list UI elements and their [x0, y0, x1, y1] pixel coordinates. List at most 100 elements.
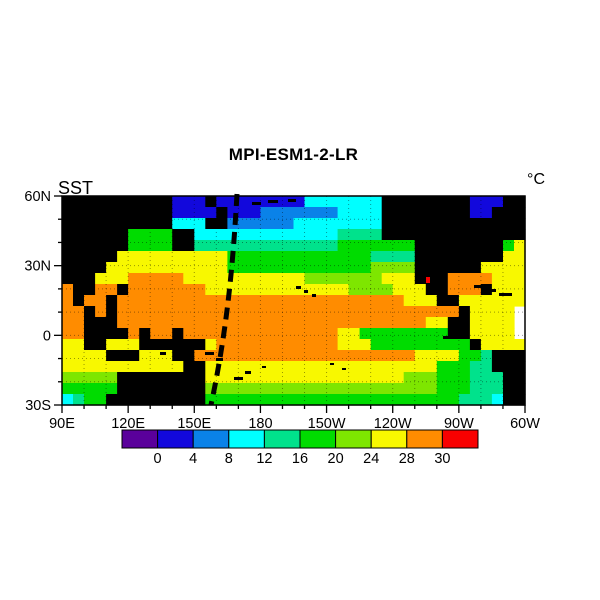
sst-cell-run — [62, 262, 107, 274]
sst-cell-run — [447, 273, 493, 285]
sst-cell-run — [337, 339, 372, 351]
sst-cell-run — [139, 328, 151, 340]
sst-cell-run — [183, 328, 339, 340]
colorbar-segment — [370, 429, 408, 449]
colorbar-tick-label: 30 — [434, 451, 450, 467]
sst-cell-run — [172, 207, 217, 219]
sst-cell-run — [469, 317, 515, 329]
sst-cell-run — [491, 394, 504, 406]
sst-cell-run — [348, 284, 394, 296]
hot-spot-mark — [426, 277, 430, 283]
sst-cell-run — [304, 273, 383, 285]
sst-cell-run — [62, 361, 184, 373]
sst-cell-run — [436, 383, 471, 395]
sst-cell-run — [194, 240, 339, 252]
sst-cell-run — [106, 295, 118, 307]
colorbar-segment — [299, 429, 337, 449]
x-tick-label: 150W — [308, 416, 346, 432]
sst-cell-run — [172, 328, 184, 340]
sst-cell-run — [392, 284, 427, 296]
sst-cell-run — [216, 196, 306, 208]
sst-cell-run — [458, 295, 526, 307]
x-tick-label: 180 — [248, 416, 272, 432]
sst-cell-run — [359, 328, 449, 340]
sst-cell-run — [227, 262, 372, 274]
sst-cell-run — [414, 262, 482, 274]
sst-cell-run — [425, 317, 449, 329]
sst-cell-run — [62, 383, 118, 395]
sst-cell-run — [128, 284, 206, 296]
sst-cell-run — [62, 251, 118, 263]
sst-cell-run — [84, 394, 107, 406]
sst-cell-run — [469, 339, 482, 351]
sst-cell-run — [95, 273, 129, 285]
sst-cell-run — [227, 207, 262, 219]
sst-cell-run — [194, 229, 339, 241]
sst-cell-run — [106, 262, 228, 274]
sst-cell-run — [414, 240, 504, 252]
colorbar-tick-label: 28 — [399, 451, 415, 467]
island-mark — [330, 363, 334, 365]
x-tick-label: 60W — [510, 416, 540, 432]
sst-cell-run — [106, 339, 140, 351]
sst-cell-run — [84, 339, 107, 351]
sst-cell-run — [447, 284, 482, 296]
y-tick-label: 30N — [24, 259, 51, 275]
sst-cell-run — [503, 251, 526, 263]
island-mark — [288, 199, 296, 202]
sst-cell-run — [293, 218, 383, 230]
sst-cell-run — [491, 284, 526, 296]
axis-ticks — [54, 195, 526, 413]
sst-cell-run — [480, 284, 493, 296]
sst-cell-run — [128, 328, 140, 340]
island-mark — [312, 294, 316, 297]
axis-labels: 90E 120E 150E 180 150W 120W 90W 60W 60N 30N 0 30S — [24, 189, 540, 432]
graticule-dotted — [62, 196, 525, 405]
sst-cell-run — [62, 295, 74, 307]
sst-cell-run — [414, 273, 449, 285]
island-mark — [245, 371, 251, 374]
sst-cell-run — [436, 295, 460, 307]
sst-cell-run — [128, 273, 184, 285]
colorbar-segment — [441, 429, 479, 449]
sst-cell-run — [84, 317, 118, 329]
sst-cell-run — [95, 284, 118, 296]
sst-cell-run — [469, 328, 515, 340]
colorbar-segment — [263, 429, 301, 449]
sst-cell-run — [172, 240, 195, 252]
sst-cell-run — [337, 240, 416, 252]
sst-cell-run — [469, 306, 515, 318]
island-mark — [205, 352, 214, 355]
sst-cell-run — [73, 394, 85, 406]
sst-cell-run — [95, 306, 107, 318]
sst-cell-run — [62, 196, 173, 208]
sst-cell-run — [73, 284, 96, 296]
sst-cell-run — [216, 339, 339, 351]
sst-cell-run — [62, 372, 118, 384]
colorbar-segment — [406, 429, 443, 449]
sst-cell-run — [117, 251, 228, 263]
map-border — [61, 195, 526, 406]
sst-cell-run — [62, 273, 96, 285]
sst-cell-run — [183, 273, 306, 285]
sst-cell-run — [62, 284, 74, 296]
island-mark — [443, 336, 448, 339]
sst-cell-run — [447, 317, 471, 329]
sst-cell-run — [183, 361, 206, 373]
colorbar-segment — [121, 429, 159, 449]
sst-cell-run — [84, 306, 96, 318]
sst-cell-run — [62, 229, 129, 241]
y-tick-label: 30S — [25, 398, 51, 414]
colorbar-tick-label: 20 — [328, 451, 344, 467]
sst-cell-run — [128, 240, 173, 252]
sst-cell-run — [491, 207, 526, 219]
sst-cell-run — [227, 251, 372, 263]
sst-cell-run — [337, 207, 383, 219]
sst-cell-run — [304, 196, 383, 208]
sst-cell-run — [205, 339, 217, 351]
y-tick-label: 0 — [43, 328, 51, 344]
sst-cell-run — [436, 361, 471, 373]
island-mark — [296, 286, 301, 289]
island-mark — [488, 289, 496, 292]
sst-cell-run — [205, 196, 217, 208]
